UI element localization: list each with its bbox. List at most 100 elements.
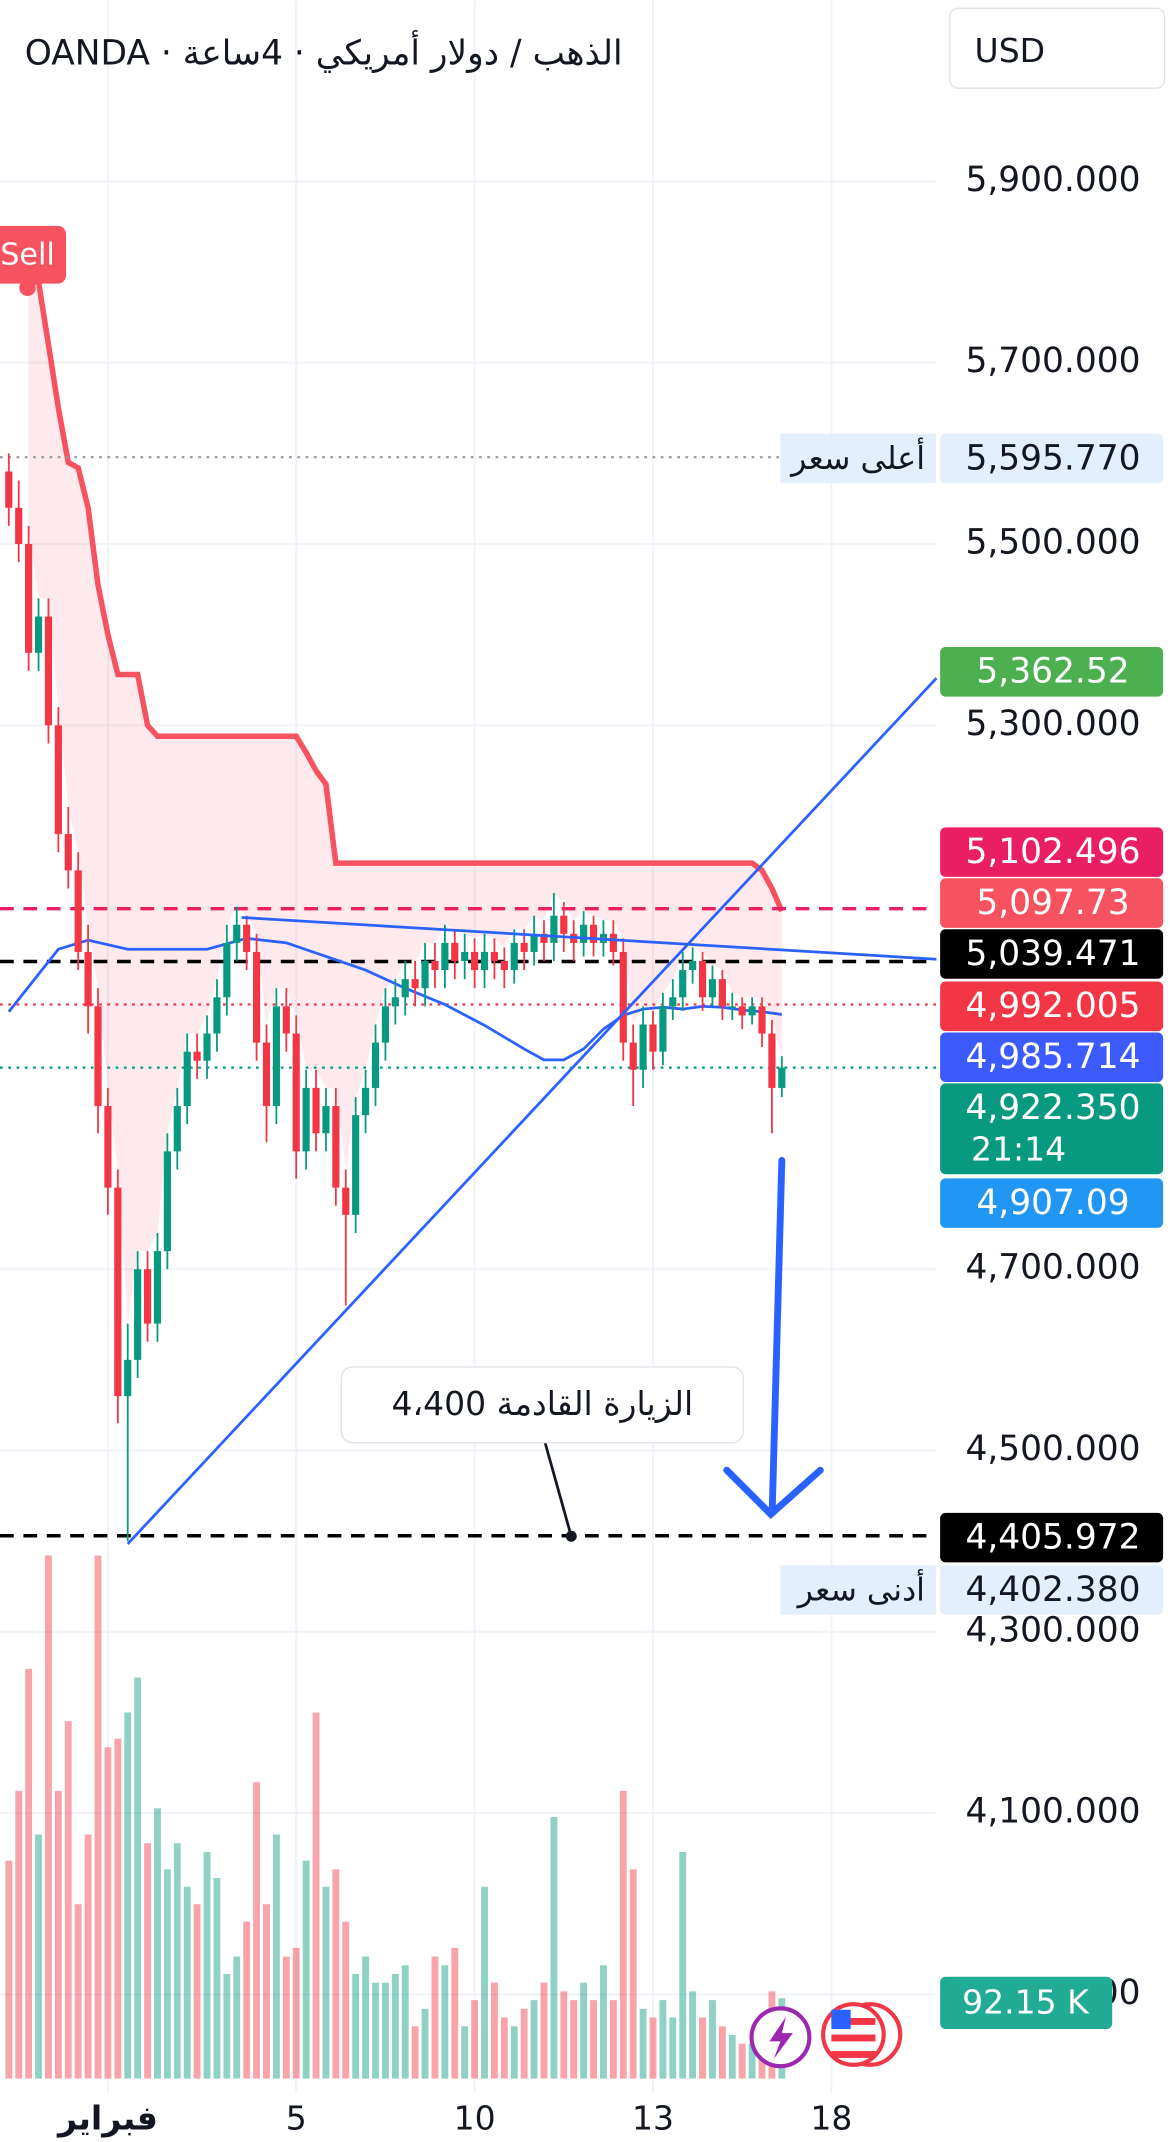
candle-body (193, 1051, 201, 1061)
candle-body (689, 961, 697, 971)
candle-body (44, 616, 53, 726)
volume-bar (639, 2008, 647, 2079)
x-tick-label: فبراير (56, 2098, 158, 2138)
candle-body (143, 1269, 152, 1324)
moving-average (7, 936, 783, 1062)
volume-bar (510, 2026, 518, 2079)
candle-body (74, 870, 82, 952)
volume-bar (74, 1904, 82, 2079)
volume-bar (302, 1860, 310, 2079)
candle-body (282, 1006, 290, 1034)
volume-bar (15, 1790, 23, 2079)
bottom-icons[interactable] (749, 2002, 903, 2069)
volume-bar (689, 1991, 697, 2079)
candle-body (401, 979, 409, 998)
volume-bar (263, 1904, 270, 2079)
volume-bar (35, 1834, 42, 2079)
candle-body (124, 1359, 132, 1397)
volume-badge-label: 92.15 K (962, 1983, 1090, 2022)
candle-body (322, 1106, 330, 1134)
price-badge (940, 647, 1164, 697)
candle-body (173, 1106, 181, 1152)
volume-bar (272, 1834, 280, 2079)
volume-bar (282, 1956, 290, 2079)
grid (0, 0, 936, 2093)
candle-body (233, 924, 241, 943)
candle-body (441, 942, 449, 971)
price-badge-label: 4,405.972 (965, 1518, 1140, 1558)
trendline (126, 677, 938, 1545)
candle-body (381, 1006, 389, 1043)
y-tick-label: 5,300.000 (965, 704, 1140, 744)
candle-body (332, 1106, 340, 1188)
price-badge (940, 827, 1164, 877)
candle-body (223, 942, 231, 998)
volume-bar (332, 1869, 340, 2079)
candle-body (471, 951, 479, 971)
candle-body (134, 1269, 142, 1360)
volume-bar (233, 1956, 241, 2079)
volume-bar (649, 2017, 657, 2079)
candle-body (352, 1115, 360, 1215)
y-tick-label: 4,300.000 (965, 1610, 1140, 1650)
price-badge (940, 1083, 1164, 1175)
volume-bar (114, 1738, 122, 2079)
volume-bar (540, 1982, 548, 2079)
price-badge-label: 5,097.73 (976, 883, 1129, 923)
candle-body (698, 961, 707, 998)
candle-body (34, 616, 43, 653)
price-badge-label: 4,922.350 (965, 1088, 1140, 1128)
volume-bar (381, 1982, 389, 2079)
candle-body (292, 1033, 300, 1152)
y-tick-label: 4,700.000 (965, 1248, 1140, 1288)
volume-bar (362, 1956, 370, 2079)
candle-body (342, 1187, 350, 1215)
x-tick-label: 13 (632, 2098, 674, 2137)
price-tag-label: أدنى سعر (796, 1568, 925, 1608)
volume-bar (530, 2000, 538, 2079)
volume-bar (163, 1869, 171, 2079)
candle-body (778, 1067, 786, 1088)
volume-badge (940, 1976, 1113, 2030)
volume-bar (441, 1965, 449, 2079)
price-tag-label: أعلى سعر (789, 437, 925, 477)
volume-bar (84, 1834, 92, 2079)
price-badge-label: 4,992.005 (965, 986, 1140, 1026)
x-tick-label: 10 (454, 2098, 496, 2137)
arrow-shaft (768, 1157, 786, 1515)
price-tag (780, 1565, 936, 1615)
y-tick-label: 5,900.000 (965, 160, 1140, 200)
candle-body (738, 1006, 746, 1016)
callout-box (340, 1366, 744, 1444)
currency-box[interactable]: USD (949, 7, 1166, 89)
flag-stripe (831, 2018, 876, 2025)
price-badge-label: 4,985.714 (965, 1037, 1140, 1077)
sell-signal: Sell (0, 225, 67, 297)
volume-bar (183, 1886, 191, 2079)
currency-button[interactable] (949, 7, 1166, 89)
candle-body (54, 725, 62, 835)
volume-bar (728, 2034, 736, 2079)
volume-bar (738, 2043, 746, 2079)
candle-body (500, 961, 508, 971)
volume-bar (709, 2000, 716, 2079)
volume-bar (124, 1712, 132, 2079)
volume-bar (629, 1869, 637, 2079)
candle-body (431, 961, 439, 971)
flag-canton (831, 2009, 851, 2030)
candle-body (252, 951, 261, 1043)
volume-bar (54, 1790, 62, 2079)
candle-body (461, 951, 469, 962)
candle-body (5, 471, 13, 508)
volume-bar (550, 1817, 558, 2079)
flag-stripe (831, 2034, 876, 2042)
volume-bar (748, 2043, 756, 2079)
volume-bar (45, 1555, 52, 2079)
volume-bar (223, 1973, 231, 2079)
volume-bar (699, 2017, 706, 2079)
volume-bar (471, 2000, 479, 2079)
candle-body (451, 942, 459, 962)
volume-bar (154, 1808, 161, 2079)
volume-bar (609, 2000, 617, 2079)
